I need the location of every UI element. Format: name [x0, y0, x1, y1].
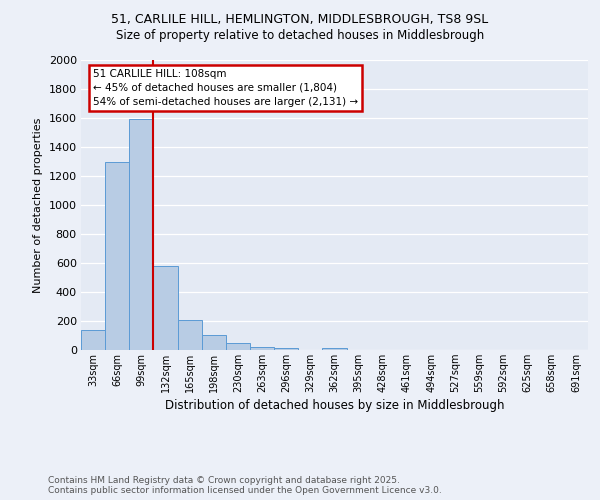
Bar: [105, 162, 129, 350]
Bar: [129, 120, 154, 350]
Bar: [322, 348, 347, 350]
Bar: [274, 348, 298, 350]
Bar: [178, 320, 202, 350]
Text: 51 CARLILE HILL: 108sqm
← 45% of detached houses are smaller (1,804)
54% of semi: 51 CARLILE HILL: 108sqm ← 45% of detache…: [93, 68, 358, 106]
Text: Size of property relative to detached houses in Middlesbrough: Size of property relative to detached ho…: [116, 29, 484, 42]
Bar: [250, 347, 274, 350]
Bar: [226, 343, 250, 350]
Bar: [81, 330, 105, 350]
Text: Contains HM Land Registry data © Crown copyright and database right 2025.
Contai: Contains HM Land Registry data © Crown c…: [48, 476, 442, 495]
Bar: [154, 266, 178, 350]
X-axis label: Distribution of detached houses by size in Middlesbrough: Distribution of detached houses by size …: [165, 399, 504, 412]
Text: 51, CARLILE HILL, HEMLINGTON, MIDDLESBROUGH, TS8 9SL: 51, CARLILE HILL, HEMLINGTON, MIDDLESBRO…: [112, 12, 488, 26]
Bar: [202, 335, 226, 350]
Y-axis label: Number of detached properties: Number of detached properties: [33, 118, 43, 292]
